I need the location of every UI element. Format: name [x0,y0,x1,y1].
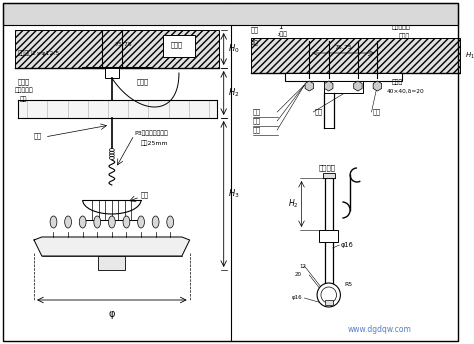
Bar [164,35,194,57]
Ellipse shape [109,216,115,228]
Ellipse shape [123,216,130,228]
Ellipse shape [50,216,57,228]
Text: 固定座: 固定座 [136,79,148,85]
Ellipse shape [137,216,145,228]
Bar [251,38,460,73]
Ellipse shape [64,216,72,228]
Circle shape [317,283,340,307]
Text: 75.75: 75.75 [115,42,133,46]
Text: I 型: I 型 [110,9,123,19]
Bar [285,73,401,81]
Text: $H_3$: $H_3$ [228,188,239,200]
Text: 接线盒: 接线盒 [170,42,182,48]
Text: 固定板: 固定板 [399,33,410,39]
Text: 钢膨胀螺栓: 钢膨胀螺栓 [15,87,33,93]
Text: www.dgdqw.com: www.dgdqw.com [347,325,411,334]
Text: 螺钉: 螺钉 [373,109,381,115]
Text: 螺母: 螺母 [253,118,261,124]
Bar [323,173,335,178]
Text: 20: 20 [295,272,301,278]
Text: 螺栓: 螺栓 [253,109,261,115]
Text: R5: R5 [344,282,353,288]
Text: 固定板: 固定板 [18,79,29,85]
Text: 40×40,δ=20: 40×40,δ=20 [387,88,425,94]
Text: 75.75: 75.75 [335,45,352,50]
Text: 灯具: 灯具 [141,192,149,198]
Text: 螺钉: 螺钉 [314,109,322,115]
Text: $H_1$: $H_1$ [465,51,474,61]
Bar [325,300,333,305]
Text: 垫圈: 垫圈 [253,127,261,133]
Text: $H_0$: $H_0$ [228,43,239,55]
Text: φ16: φ16 [292,295,302,301]
Text: φ: φ [109,309,115,319]
Bar [98,256,126,270]
Ellipse shape [94,216,100,228]
Text: 固定座: 固定座 [392,79,403,85]
Text: 头部打圈: 头部打圈 [319,165,336,171]
Text: 1": 1" [278,24,286,30]
Text: $H_2$: $H_2$ [288,198,299,210]
Text: 吊杆: 吊杆 [34,133,42,139]
Text: ₂钢管: ₂钢管 [278,31,288,37]
Text: 内径25mm: 内径25mm [141,140,169,146]
Text: 预埋: 预埋 [251,27,259,33]
Ellipse shape [152,216,159,228]
Text: 钢膨胀螺栓: 钢膨胀螺栓 [392,24,410,30]
Polygon shape [34,237,190,256]
Text: 12: 12 [300,264,307,269]
Bar [15,30,219,68]
Text: $H_2$: $H_2$ [228,87,239,99]
Bar [319,230,338,242]
Text: P3型镀锌金属软管: P3型镀锌金属软管 [134,130,168,136]
Bar [324,81,363,93]
Text: 安装时钻2×φ12.5: 安装时钻2×φ12.5 [18,50,60,56]
Text: 螺钉: 螺钉 [19,96,27,102]
Ellipse shape [79,216,86,228]
Text: φ16: φ16 [340,242,353,248]
Text: 2根: 2根 [251,40,259,46]
Bar [3,3,458,25]
Bar [18,100,217,118]
Bar [105,68,118,78]
Text: II 型: II 型 [340,9,356,19]
Ellipse shape [167,216,173,228]
